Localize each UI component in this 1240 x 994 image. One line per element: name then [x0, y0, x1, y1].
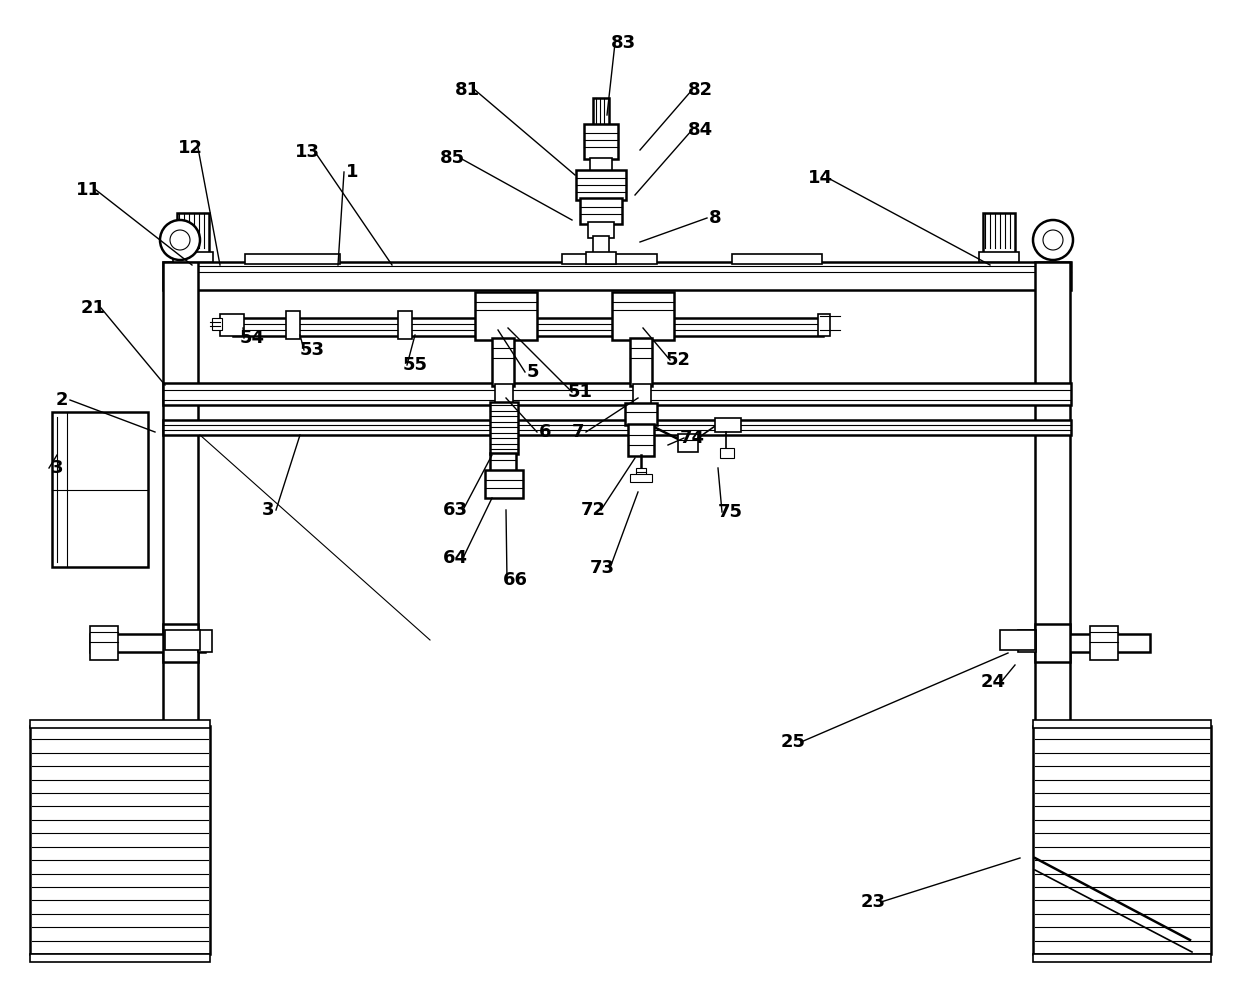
Bar	[999, 630, 1035, 650]
Text: 8: 8	[709, 209, 722, 227]
Bar	[613, 292, 675, 340]
Bar	[162, 750, 198, 900]
Bar	[632, 384, 651, 404]
Bar	[1033, 954, 1211, 962]
Bar	[562, 254, 657, 264]
Circle shape	[1033, 220, 1073, 260]
Bar	[715, 418, 742, 432]
Text: 85: 85	[439, 149, 465, 167]
Bar	[475, 292, 537, 340]
Text: 3: 3	[51, 459, 63, 477]
Text: 84: 84	[687, 121, 713, 139]
Text: 73: 73	[589, 559, 615, 577]
Text: 21: 21	[81, 299, 105, 317]
Bar	[593, 98, 609, 126]
Bar	[818, 314, 830, 336]
Text: 55: 55	[403, 356, 428, 374]
Bar	[485, 470, 523, 498]
Bar	[177, 213, 210, 257]
Bar	[627, 424, 653, 456]
Bar	[588, 222, 614, 238]
Text: 74: 74	[680, 429, 704, 447]
Bar	[1035, 634, 1149, 652]
Bar	[490, 453, 516, 471]
Text: 83: 83	[610, 34, 636, 52]
Bar	[1035, 750, 1070, 900]
Bar	[398, 311, 412, 339]
Bar	[1018, 630, 1035, 652]
Text: 63: 63	[443, 501, 467, 519]
Text: 1: 1	[346, 163, 358, 181]
Text: 25: 25	[780, 733, 806, 751]
Bar	[162, 624, 198, 662]
Bar	[577, 170, 626, 200]
Bar	[678, 434, 698, 452]
Text: 3: 3	[262, 501, 274, 519]
Circle shape	[1043, 230, 1063, 250]
Bar	[1033, 726, 1211, 954]
Bar	[1035, 262, 1070, 752]
Text: 52: 52	[666, 351, 691, 369]
Bar	[636, 468, 646, 476]
Text: 23: 23	[861, 893, 885, 911]
Bar	[30, 720, 210, 728]
Bar	[91, 634, 205, 652]
Bar	[212, 318, 222, 330]
Text: 11: 11	[76, 181, 100, 199]
Bar	[593, 236, 609, 254]
Text: 82: 82	[687, 81, 713, 99]
Text: 5: 5	[527, 363, 539, 381]
Text: 51: 51	[568, 383, 593, 401]
Text: 53: 53	[300, 341, 325, 359]
Circle shape	[160, 220, 200, 260]
Bar	[584, 124, 618, 159]
Text: 14: 14	[807, 169, 832, 187]
Bar	[732, 254, 822, 264]
Bar	[720, 448, 734, 458]
Bar	[246, 254, 340, 264]
Bar	[590, 158, 613, 172]
Bar	[1090, 626, 1118, 660]
Text: 24: 24	[981, 673, 1006, 691]
Bar	[286, 311, 300, 339]
Bar	[580, 198, 622, 224]
Text: 12: 12	[177, 139, 202, 157]
Bar	[587, 252, 616, 264]
Text: 81: 81	[454, 81, 480, 99]
Bar	[625, 403, 657, 425]
Text: 2: 2	[56, 391, 68, 409]
Bar	[162, 420, 1071, 435]
Text: 64: 64	[443, 549, 467, 567]
Bar	[1033, 720, 1211, 728]
Bar	[630, 338, 652, 386]
Bar	[174, 252, 213, 262]
Bar	[983, 213, 1016, 257]
Text: 66: 66	[502, 571, 527, 589]
Bar	[980, 252, 1019, 262]
Bar	[1035, 624, 1070, 662]
Text: 6: 6	[538, 423, 552, 441]
Bar	[162, 262, 1071, 290]
Circle shape	[170, 230, 190, 250]
Bar	[630, 474, 652, 482]
Text: 7: 7	[572, 423, 584, 441]
Text: 13: 13	[295, 143, 320, 161]
Bar	[495, 384, 513, 404]
Bar	[30, 954, 210, 962]
Bar	[490, 402, 518, 454]
Bar	[492, 338, 515, 386]
Bar	[162, 383, 1071, 405]
Text: 75: 75	[718, 503, 743, 521]
Bar	[233, 318, 823, 336]
Bar	[52, 412, 148, 567]
Text: 72: 72	[580, 501, 605, 519]
Bar	[198, 630, 212, 652]
Bar	[30, 726, 210, 954]
Bar	[219, 314, 244, 336]
Bar	[165, 630, 200, 650]
Bar	[91, 626, 118, 660]
Bar	[162, 262, 198, 752]
Text: 54: 54	[239, 329, 264, 347]
